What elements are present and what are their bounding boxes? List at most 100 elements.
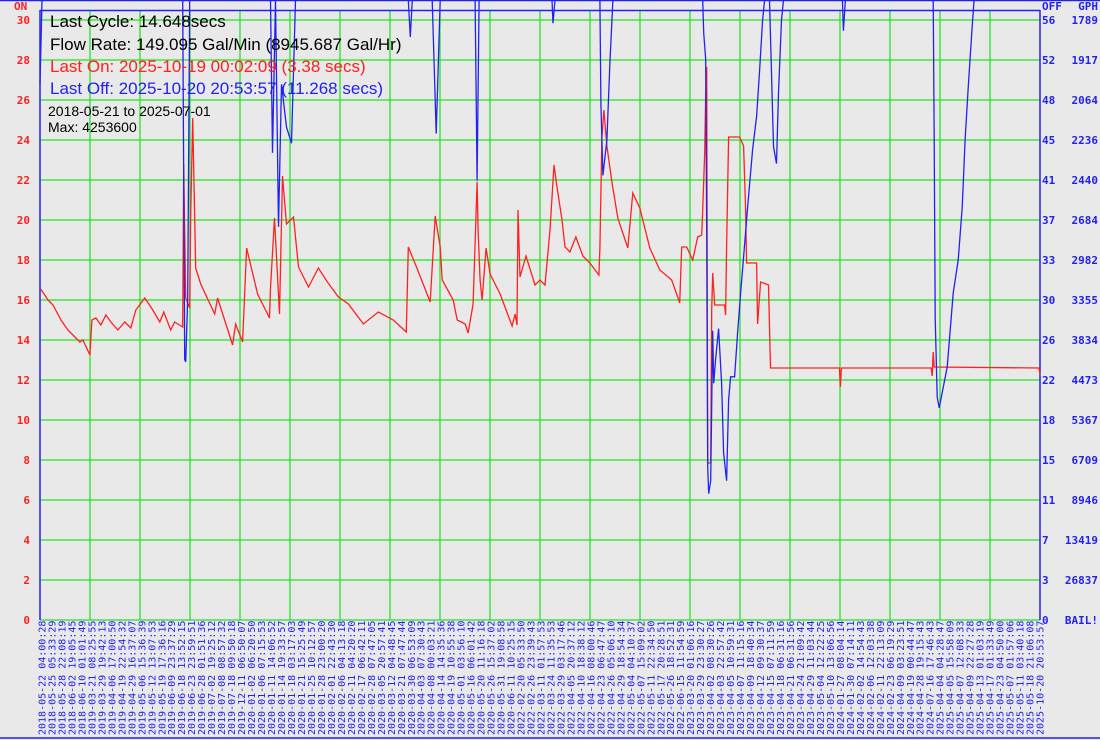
right-off-tick-label: 7	[1042, 534, 1049, 547]
right-axis-title-gph: GPH	[1078, 0, 1098, 13]
x-tick-label: 2022-04-16 08:00:46	[586, 621, 597, 735]
x-tick-label: 2024-04-28 19:15:43	[916, 621, 927, 735]
x-tick-label: 2025-04-07 12:08:33	[956, 621, 967, 735]
right-gph-tick-label: BAIL!	[1065, 614, 1098, 627]
x-tick-label: 2020-04-08 00:03:21	[427, 621, 438, 735]
left-tick-label: 18	[17, 254, 30, 267]
x-tick-label: 2020-05-26 15:37:02	[487, 621, 498, 735]
right-off-tick-label: 18	[1042, 414, 1055, 427]
right-off-tick-label: 48	[1042, 94, 1055, 107]
right-off-tick-label: 56	[1042, 14, 1056, 27]
x-tick-label: 2020-01-21 15:25:49	[297, 621, 308, 735]
right-gph-tick-label: 2684	[1072, 214, 1099, 227]
right-gph-tick-label: 3834	[1072, 334, 1099, 347]
x-tick-label: 2020-03-30 06:53:09	[407, 621, 418, 735]
right-off-tick-label: 37	[1042, 214, 1055, 227]
flow-rate-text: Flow Rate: 149.095 Gal/Min (8945.687 Gal…	[50, 35, 402, 54]
x-tick-label: 2024-04-09 03:23:51	[896, 621, 907, 735]
right-gph-tick-label: 1789	[1072, 14, 1099, 27]
x-tick-label: 2020-01-18 03:17:03	[287, 621, 298, 735]
x-tick-label: 2019-07-02 19:25:12	[207, 621, 218, 735]
x-tick-label: 2022-06-15 11:54:59	[676, 621, 687, 735]
x-tick-label: 2024-01-30 07:14:11	[846, 621, 857, 735]
x-tick-label: 2018-05-25 05:33:29	[47, 621, 58, 735]
x-tick-label: 2023-04-03 22:57:42	[716, 621, 727, 735]
x-tick-label: 2025-05-11 03:40:18	[1016, 621, 1027, 735]
x-tick-label: 2023-04-09 18:40:34	[746, 621, 757, 735]
x-tick-label: 2024-01-27 08:04:14	[836, 621, 847, 735]
x-tick-label: 2019-06-23 23:59:51	[187, 621, 198, 735]
x-tick-label: 2020-01-11 14:06:52	[267, 621, 278, 735]
x-tick-label: 2020-04-14 14:35:36	[437, 621, 448, 735]
x-tick-label: 2025-04-17 01:33:49	[986, 621, 997, 735]
x-tick-label: 2024-04-19 00:44:47	[906, 621, 917, 735]
x-tick-label: 2020-01-06 07:15:53	[257, 621, 268, 735]
x-tick-label: 2022-04-23 06:47:47	[596, 621, 607, 735]
right-gph-tick-label: 26837	[1065, 574, 1098, 587]
x-tick-label: 2022-05-17 20:28:51	[656, 621, 667, 735]
x-tick-label: 2024-02-02 14:54:43	[856, 621, 867, 735]
left-tick-label: 0	[23, 614, 30, 627]
x-tick-label: 2023-04-15 07:11:59	[766, 621, 777, 735]
x-tick-label: 2019-06-09 23:37:29	[167, 621, 178, 735]
x-tick-label: 2025-04-05 15:58:09	[946, 621, 957, 735]
x-tick-label: 2019-03-29 19:42:13	[97, 621, 108, 735]
x-tick-label: 2025-04-04 04:28:47	[936, 621, 947, 735]
x-tick-label: 2024-02-06 12:03:38	[866, 621, 877, 735]
right-gph-tick-label: 13419	[1065, 534, 1098, 547]
right-off-tick-label: 15	[1042, 454, 1055, 467]
x-tick-label: 2023-05-04 12:22:25	[816, 621, 827, 735]
left-tick-label: 22	[17, 174, 30, 187]
right-off-tick-label: 41	[1042, 174, 1056, 187]
x-tick-label: 2023-03-20 01:06:16	[686, 621, 697, 735]
left-tick-label: 26	[17, 94, 31, 107]
x-tick-label: 2020-01-14 19:33:57	[277, 621, 288, 735]
left-tick-label: 2	[23, 574, 30, 587]
x-tick-label: 2020-05-31 19:08:58	[497, 621, 508, 735]
right-off-tick-label: 22	[1042, 374, 1055, 387]
left-axis-title: ON	[14, 0, 27, 13]
x-tick-label: 2020-06-11 10:25:15	[507, 621, 518, 735]
x-tick-label: 2020-05-01 03:56:10	[457, 621, 468, 735]
right-gph-tick-label: 8946	[1072, 494, 1099, 507]
x-tick-label: 2023-04-12 09:30:37	[756, 621, 767, 735]
right-off-tick-label: 30	[1042, 294, 1055, 307]
x-tick-label: 2022-03-24 11:35:53	[546, 621, 557, 735]
left-tick-label: 30	[17, 14, 30, 27]
x-tick-label: 2018-06-02 19:05:45	[67, 621, 78, 735]
x-tick-label: 2019-04-19 22:54:32	[117, 621, 128, 735]
x-tick-label: 2023-04-07 11:15:16	[736, 621, 747, 735]
x-tick-label: 2018-05-28 22:08:19	[57, 621, 68, 735]
x-tick-label: 2019-04-29 16:37:07	[127, 621, 138, 735]
x-tick-label: 2020-05-16 06:01:42	[467, 621, 478, 735]
x-tick-label: 2019-05-19 17:36:16	[157, 621, 168, 735]
x-tick-label: 2023-03-29 23:30:27	[696, 621, 707, 735]
x-tick-label: 2022-05-11 22:34:50	[646, 621, 657, 735]
x-tick-label: 2023-04-02 08:30:26	[706, 621, 717, 735]
x-tick-label: 2022-05-26 18:52:31	[666, 621, 677, 735]
x-tick-label: 2020-02-11 04:20:20	[347, 621, 358, 735]
x-tick-label: 2023-05-10 13:06:56	[826, 621, 837, 735]
x-tick-label: 2019-05-06 15:36:39	[137, 621, 148, 735]
date-range-text: 2018-05-21 to 2025-07-01	[48, 103, 211, 119]
x-tick-label: 2020-02-28 07:47:05	[367, 621, 378, 735]
x-tick-label: 2025-04-09 22:27:28	[966, 621, 977, 735]
x-tick-label: 2018-06-10 01:01:49	[77, 621, 88, 735]
x-tick-label: 2020-01-25 10:12:57	[307, 621, 318, 735]
x-tick-label: 2020-02-01 22:43:30	[327, 621, 338, 735]
x-tick-label: 2020-03-21 07:47:44	[397, 621, 408, 735]
x-tick-label: 2019-06-18 13:52:15	[177, 621, 188, 735]
right-off-tick-label: 11	[1042, 494, 1056, 507]
max-text: Max: 4253600	[48, 119, 137, 135]
x-tick-label: 2023-04-24 21:09:42	[796, 621, 807, 735]
right-gph-tick-label: 1917	[1072, 54, 1099, 67]
right-gph-tick-label: 2236	[1072, 134, 1099, 147]
left-tick-label: 14	[17, 334, 31, 347]
x-tick-label: 2022-02-26 23:39:43	[527, 621, 538, 735]
left-tick-label: 16	[17, 294, 31, 307]
x-tick-label: 2019-06-28 01:51:36	[197, 621, 208, 735]
x-tick-label: 2024-02-23 06:19:29	[886, 621, 897, 735]
x-tick-label: 2020-03-12 04:48:45	[387, 621, 398, 735]
